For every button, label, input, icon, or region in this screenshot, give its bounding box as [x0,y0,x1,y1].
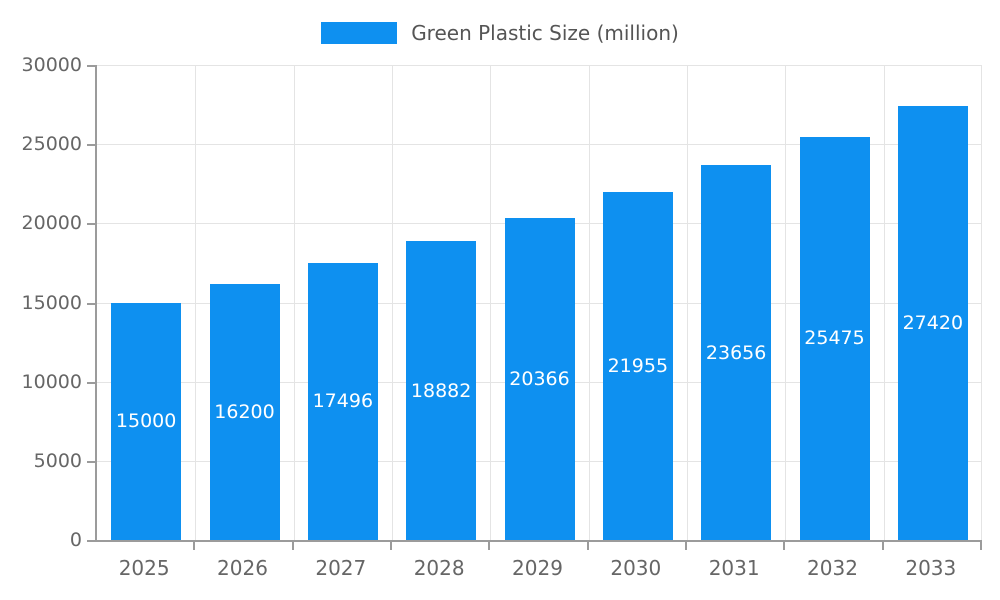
x-tick-label: 2032 [807,556,858,580]
y-tick-mark [87,381,95,384]
bar: 20366 [504,217,575,540]
y-tick-label: 10000 [21,370,82,393]
bar-value-label: 21955 [607,355,669,378]
gridline-vertical [195,65,197,540]
plot-area: 15000 16200 17496 18882 20366 21955 23656 25475… [95,65,982,542]
legend-label: Green Plastic Size (million) [411,21,679,45]
y-tick-mark [87,540,95,542]
bar-value-label: 20366 [509,367,570,390]
gridline-vertical [785,65,787,540]
bar-value-label: 16200 [214,400,275,423]
y-tick-label: 5000 [33,449,82,472]
y-tick-mark [87,144,95,147]
gridline-vertical [392,65,393,540]
bar-value-label: 23656 [705,341,767,364]
bar: 17496 [307,262,378,540]
gridline-vertical [293,65,295,540]
gridline-vertical [490,65,492,540]
x-tick-label: 2027 [315,556,367,580]
legend[interactable]: Green Plastic Size (million) [0,18,1000,48]
bar-value-label: 15000 [115,410,177,433]
x-tick-label: 2030 [610,556,662,580]
y-tick-label: 20000 [21,212,82,235]
gridline-vertical [588,65,590,540]
x-tick-mark [488,542,491,550]
y-tick-label: 15000 [21,291,82,314]
bar-value-label: 18882 [410,379,472,402]
x-tick-label: 2026 [217,556,268,580]
bar: 23656 [701,165,772,540]
y-tick-mark [87,65,95,67]
bar-value-label: 27420 [902,311,964,334]
x-tick-mark [685,542,687,550]
bar: 27420 [897,105,968,540]
legend-swatch [321,22,398,44]
y-tick-label: 30000 [21,54,82,76]
bar: 18882 [406,241,477,540]
y-tick-label: 0 [69,529,82,551]
x-tick-label: 2028 [413,556,465,580]
x-tick-label: 2025 [118,556,170,580]
bar: 15000 [111,302,182,540]
y-tick-mark [87,302,95,305]
x-tick-mark [586,542,589,550]
y-tick-label: 25000 [21,133,82,156]
bar: 25475 [799,136,870,540]
y-tick-mark [87,223,95,226]
gridline-vertical [981,65,982,540]
gridline-vertical [883,65,885,540]
y-tick-mark [87,460,95,463]
x-tick-mark [291,542,294,550]
x-tick-label: 2033 [905,556,957,580]
bar: 21955 [602,192,673,540]
bar-value-label: 17496 [312,390,374,413]
x-tick-label: 2031 [708,556,760,580]
x-tick-mark [193,542,196,550]
x-tick-mark [783,542,786,550]
x-tick-mark [881,542,884,550]
x-tick-mark [390,542,392,550]
gridline-vertical [687,65,688,540]
bar-value-label: 25475 [804,327,865,350]
x-tick-mark [980,542,982,550]
gridline-horizontal [97,65,982,66]
bar: 16200 [209,283,280,540]
x-tick-label: 2029 [512,556,563,580]
